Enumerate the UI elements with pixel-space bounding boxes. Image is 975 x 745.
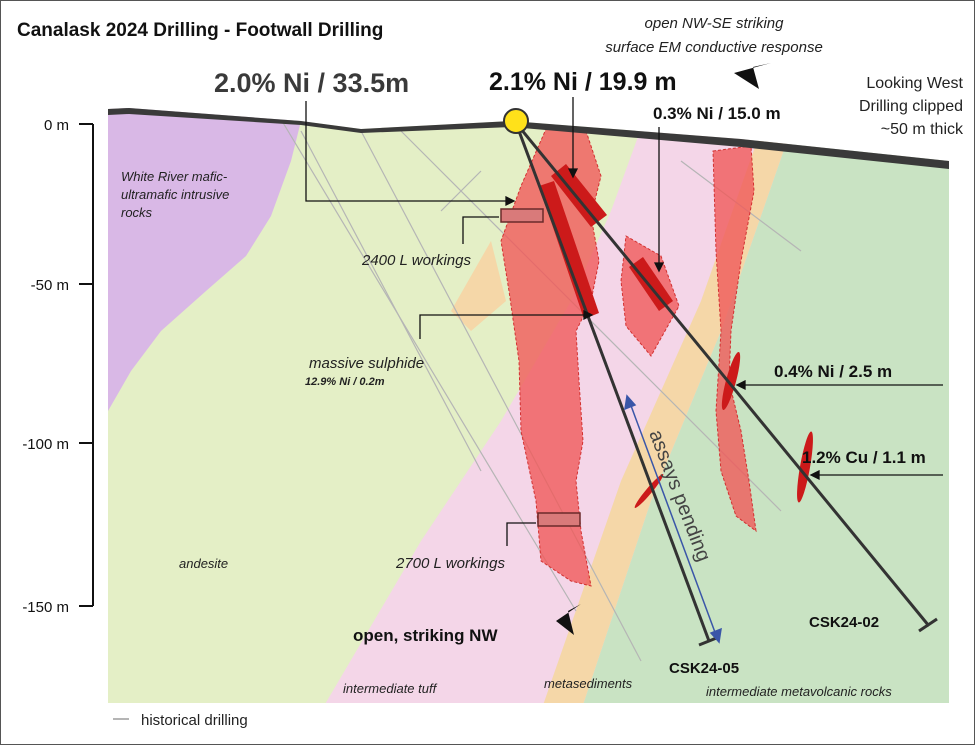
callout-ni-15-0m: 0.3% Ni / 15.0 m (653, 104, 781, 123)
callout-leaders (305, 97, 943, 546)
legend-historical-drilling-label: historical drilling (141, 712, 248, 729)
callout-ni-33-5m: 2.0% Ni / 33.5m (214, 68, 409, 98)
label-csk24-05: CSK24-05 (669, 660, 739, 677)
callout-cu-1-1m: 1.2% Cu / 1.1 m (802, 448, 926, 467)
collar-icon (503, 108, 529, 134)
metasediment-lens (451, 241, 506, 331)
workings-2700-box (537, 512, 581, 527)
label-andesite: andesite (179, 556, 228, 571)
figure-title: Canalask 2024 Drilling - Footwall Drilli… (17, 20, 383, 41)
view-note-line2: Drilling clipped (859, 98, 963, 115)
label-intermediate-tuff: intermediate tuff (343, 681, 438, 696)
depth-label-0: 0 m (44, 117, 69, 134)
metavolcanic-unit (581, 108, 949, 703)
em-note-line1: open NW-SE striking (645, 15, 785, 32)
intersection-ni-19-9m (551, 164, 607, 227)
label-intermediate-metavolcanic: intermediate metavolcanic rocks (706, 684, 892, 699)
intersection-ni-2-5m (721, 351, 741, 411)
label-white-river-line1: White River mafic- (121, 169, 228, 184)
drillhole-csk24-02-end (918, 617, 938, 633)
label-metasediments: metasediments (544, 676, 633, 691)
depth-label-100: -100 m (22, 436, 69, 453)
depth-label-50: -50 m (31, 277, 69, 294)
label-white-river-line3: rocks (121, 205, 153, 220)
label-2700-workings: 2700 L workings (395, 555, 505, 572)
historical-hole (440, 170, 482, 212)
label-white-river-line2: ultramafic intrusive (121, 187, 229, 202)
east-mineralized-zone (712, 145, 757, 533)
historical-hole (360, 130, 642, 662)
intersection-minor (634, 474, 664, 508)
ore-intersections (539, 164, 813, 508)
view-note-line1: Looking West (866, 75, 963, 92)
view-note-line3: ~50 m thick (881, 121, 964, 138)
em-note-line2: surface EM conductive response (605, 39, 823, 56)
depth-axis-labels: 0 m -50 m -100 m -150 m (22, 117, 69, 616)
drillhole-csk24-02-trace (514, 122, 931, 627)
callout-ni-19-9m: 2.1% Ni / 19.9 m (489, 68, 677, 96)
intersection-cu-1-1m (797, 431, 813, 503)
label-open-striking-nw: open, striking NW (353, 626, 498, 645)
assays-pending-arrow (624, 394, 722, 644)
label-csk24-02: CSK24-02 (809, 614, 879, 631)
intersection-ni-33-5m (539, 181, 599, 319)
main-mineralized-zone (500, 128, 602, 587)
intersection-ni-15-0m (629, 257, 673, 311)
label-massive-sulphide-grade: 12.9% Ni / 0.2m (305, 376, 385, 388)
open-nw-arrow-icon (556, 604, 581, 635)
drillhole-csk24-05-trace (514, 122, 711, 642)
historical-hole (300, 130, 482, 472)
surface-topography (108, 108, 949, 169)
label-massive-sulphide: massive sulphide (309, 355, 424, 372)
depth-label-150: -150 m (22, 599, 69, 616)
callout-ni-2-5m: 0.4% Ni / 2.5 m (774, 362, 892, 381)
striking-arrow-icon (734, 63, 771, 89)
workings-2400-box (500, 208, 544, 223)
white-river-unit (108, 108, 306, 411)
label-2400-workings: 2400 L workings (361, 252, 471, 269)
historical-hole (278, 115, 577, 612)
depth-axis (79, 123, 94, 607)
